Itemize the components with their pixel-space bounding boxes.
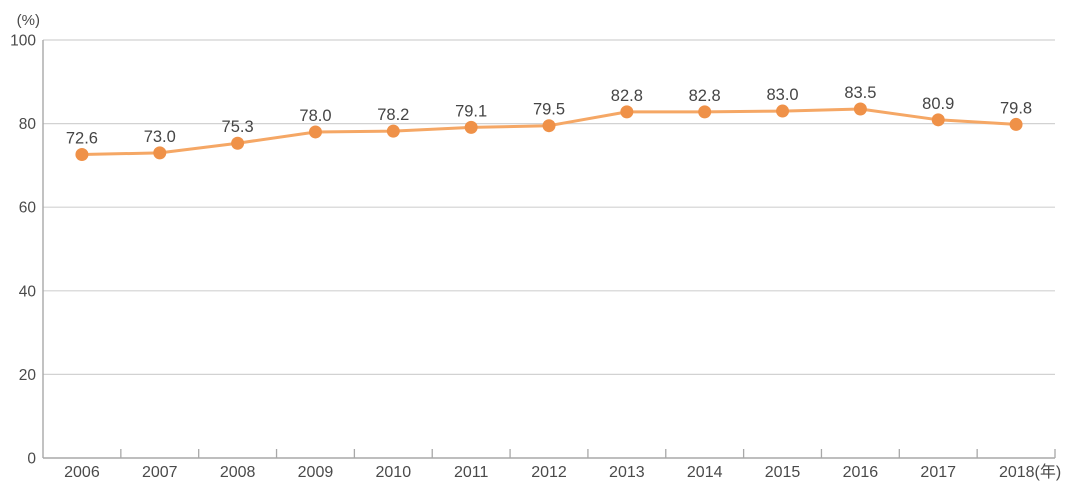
x-tick-label-2009: 2009: [298, 464, 334, 481]
point-marker-2018: [1009, 117, 1023, 131]
point-marker-2013: [620, 105, 634, 119]
point-label-2008: 75.3: [222, 118, 254, 136]
x-tick-label-2011: 2011: [454, 464, 489, 481]
x-tick-label-2016: 2016: [843, 464, 879, 481]
point-marker-2010: [386, 124, 400, 138]
x-tick-label-2007: 2007: [142, 464, 178, 481]
x-tick-label-2018: 2018(年): [999, 463, 1061, 481]
point-marker-2016: [853, 102, 867, 116]
x-tick-label-2012: 2012: [531, 464, 567, 481]
point-label-2009: 78.0: [299, 107, 331, 125]
point-label-2014: 82.8: [689, 87, 721, 105]
y-tick-label-20: 20: [19, 367, 37, 384]
point-marker-2006: [75, 148, 89, 162]
point-label-2011: 79.1: [455, 102, 487, 120]
point-marker-2009: [308, 125, 322, 139]
x-tick-label-2006: 2006: [64, 464, 100, 481]
y-tick-label-80: 80: [19, 116, 37, 133]
point-label-2016: 83.5: [844, 84, 876, 102]
point-label-2017: 80.9: [922, 95, 954, 113]
point-marker-2007: [153, 146, 167, 160]
point-label-2015: 83.0: [766, 86, 798, 104]
point-marker-2008: [231, 136, 245, 150]
y-tick-label-60: 60: [19, 200, 37, 217]
point-label-2010: 78.2: [377, 106, 409, 124]
point-marker-2017: [931, 113, 945, 127]
point-label-2006: 72.6: [66, 130, 98, 148]
y-tick-label-40: 40: [19, 283, 37, 300]
x-tick-label-2014: 2014: [687, 464, 723, 481]
point-marker-2011: [464, 120, 478, 134]
x-tick-label-2015: 2015: [765, 464, 801, 481]
y-axis-unit-label: (%): [17, 12, 40, 29]
x-tick-label-2008: 2008: [220, 464, 256, 481]
point-marker-2014: [698, 105, 712, 119]
point-label-2018: 79.8: [1000, 99, 1032, 117]
point-label-2013: 82.8: [611, 87, 643, 105]
y-tick-label-100: 100: [10, 33, 36, 50]
point-marker-2012: [542, 119, 556, 133]
y-tick-label-0: 0: [27, 451, 36, 468]
point-marker-2015: [776, 104, 790, 118]
point-label-2007: 73.0: [144, 128, 176, 146]
x-tick-label-2010: 2010: [376, 464, 412, 481]
x-tick-label-2017: 2017: [920, 464, 956, 481]
x-tick-label-2013: 2013: [609, 464, 645, 481]
point-label-2012: 79.5: [533, 101, 565, 119]
